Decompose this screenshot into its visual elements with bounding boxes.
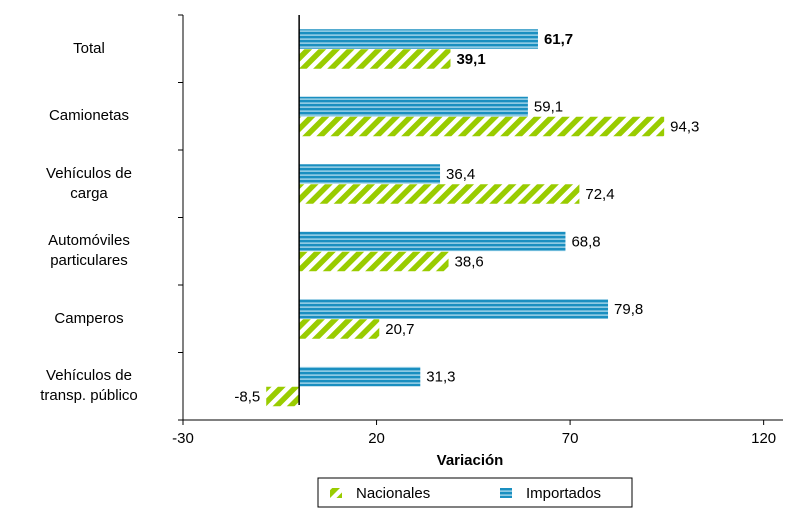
legend-swatch bbox=[500, 488, 512, 498]
value-label: 94,3 bbox=[670, 118, 699, 135]
value-label: 20,7 bbox=[385, 321, 414, 338]
bar bbox=[299, 29, 538, 49]
bar bbox=[299, 116, 665, 137]
legend-swatch bbox=[330, 488, 342, 498]
value-label: 31,3 bbox=[426, 368, 455, 385]
value-label: -8,5 bbox=[234, 388, 260, 405]
bar bbox=[299, 49, 451, 69]
bar bbox=[299, 96, 528, 117]
x-axis-title: Variación bbox=[437, 452, 504, 469]
bar bbox=[299, 251, 449, 272]
value-label: 36,4 bbox=[446, 166, 475, 183]
value-label: 61,7 bbox=[544, 31, 573, 48]
category-label: Vehículos de carga bbox=[46, 164, 132, 202]
legend-label: Nacionales bbox=[356, 485, 430, 502]
legend-box bbox=[317, 477, 633, 508]
legend-label: Importados bbox=[526, 485, 601, 502]
value-label: 79,8 bbox=[614, 301, 643, 318]
value-label: 38,6 bbox=[455, 253, 484, 270]
x-tick-label: -30 bbox=[172, 430, 194, 447]
x-tick-label: 120 bbox=[751, 430, 776, 447]
bar bbox=[299, 164, 441, 184]
category-label: Camperos bbox=[54, 309, 124, 327]
value-label: 68,8 bbox=[571, 233, 600, 250]
x-tick-label: 20 bbox=[368, 430, 385, 447]
category-label: Automóviles particulares bbox=[48, 232, 130, 270]
bar bbox=[299, 184, 580, 204]
value-label: 59,1 bbox=[534, 98, 563, 115]
category-label: Total bbox=[73, 39, 105, 57]
category-label: Camionetas bbox=[48, 107, 130, 125]
bar bbox=[299, 231, 566, 252]
bar bbox=[266, 386, 300, 407]
value-label: 72,4 bbox=[585, 186, 614, 203]
x-tick-label: 70 bbox=[562, 430, 579, 447]
bar bbox=[299, 366, 421, 387]
value-label: 39,1 bbox=[456, 51, 485, 68]
category-label: Vehículos de transp. público bbox=[40, 367, 138, 405]
bar bbox=[299, 299, 609, 319]
bar bbox=[299, 319, 380, 339]
